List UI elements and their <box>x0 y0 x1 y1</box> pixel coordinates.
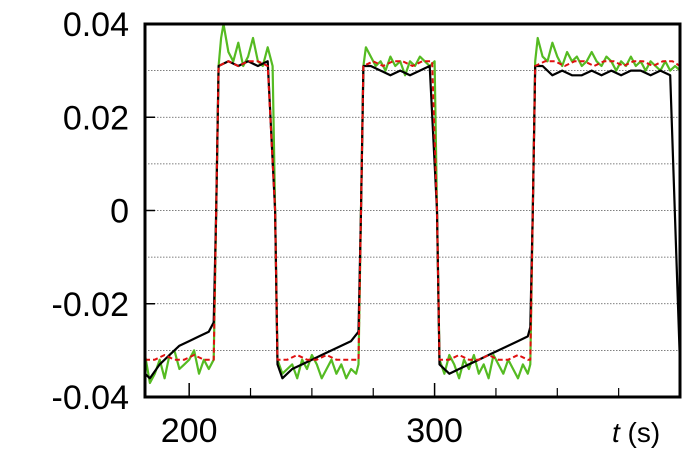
x-tick-label: 200 <box>161 412 218 450</box>
x-axis-unit: (s) <box>620 417 660 448</box>
series-group <box>143 22 682 385</box>
y-tick-label: 0 <box>110 193 129 231</box>
y-tick-label: -0.02 <box>52 286 130 324</box>
plot-frame <box>143 22 682 399</box>
series-line-1 <box>143 22 681 385</box>
x-tick-label: 300 <box>406 412 463 450</box>
series-line-2 <box>144 60 682 380</box>
y-tick-label: -0.04 <box>52 379 130 417</box>
x-axis-label: t (s) <box>612 417 660 448</box>
x-axis-variable: t <box>612 417 621 448</box>
y-tick-label: 0.02 <box>63 99 129 137</box>
tick-labels: -0.04 -0.02 0 0.02 0.04 200 300 <box>52 6 463 450</box>
y-tick-label: 0.04 <box>63 6 129 44</box>
series-line-3 <box>145 60 681 361</box>
gridlines <box>145 70 680 351</box>
